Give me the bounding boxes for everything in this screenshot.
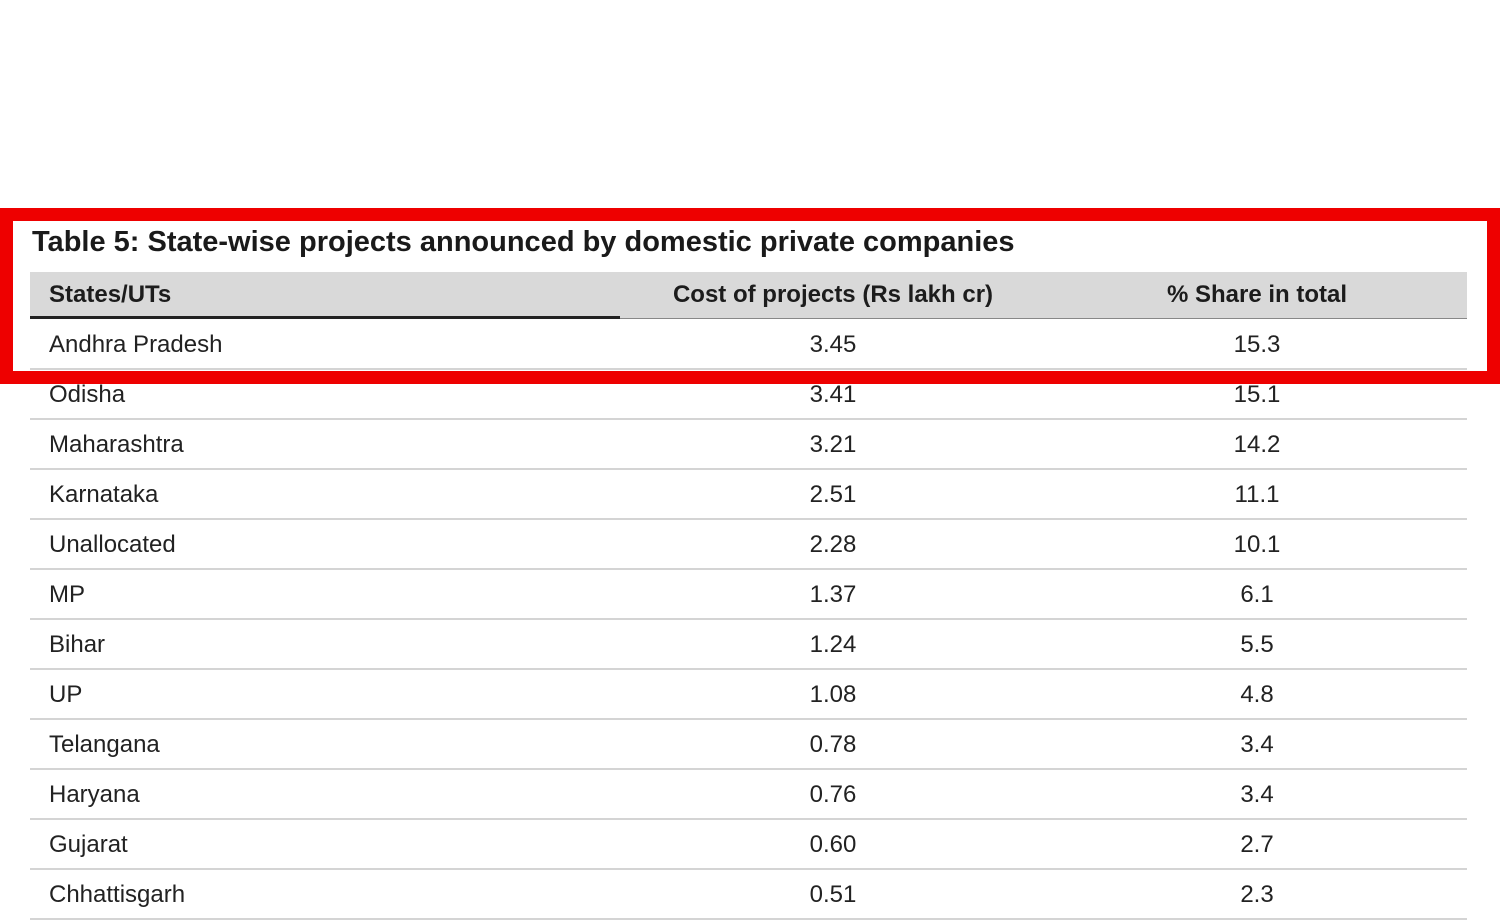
table-cell: 2.3 <box>1240 881 1274 908</box>
table-cell: Odisha <box>49 381 126 408</box>
table-row: Odisha 3.41 15.1 <box>30 370 1467 420</box>
header-cell: % Share in total <box>1166 281 1348 308</box>
highlight-box <box>0 208 1500 384</box>
table-cell: Telangana <box>49 731 160 758</box>
table-cell: 10.1 <box>1233 531 1281 558</box>
header-cell: States/UTs <box>49 281 172 308</box>
table-cell: 0.51 <box>809 881 857 908</box>
header-rule <box>30 316 620 319</box>
table-cell: 3.21 <box>809 431 857 458</box>
header-cell: Cost of projects (Rs lakh cr) <box>672 281 994 308</box>
header-row: States/UTs Cost of projects (Rs lakh cr)… <box>30 272 1467 319</box>
table-row: Haryana 0.76 3.4 <box>30 770 1467 820</box>
table-row: Chhattisgarh 0.51 2.3 <box>30 870 1467 920</box>
table-cell: UP <box>49 681 83 708</box>
table-title: Table 5: State-wise projects announced b… <box>32 226 1015 258</box>
table-cell: Unallocated <box>49 531 176 558</box>
table-cell: 6.1 <box>1240 581 1274 608</box>
table-cell: 3.4 <box>1240 781 1274 808</box>
table-cell: 1.24 <box>809 631 857 658</box>
table-row: Karnataka 2.51 11.1 <box>30 470 1467 520</box>
table-cell: 1.37 <box>809 581 857 608</box>
page: Table 5: State-wise projects announced b… <box>0 208 1500 920</box>
table-cell: Bihar <box>49 631 106 658</box>
table-cell: 3.45 <box>809 331 857 358</box>
table-cell: 2.28 <box>809 531 857 558</box>
table-row: Andhra Pradesh 3.45 15.3 <box>30 320 1467 370</box>
table-row: MP 1.37 6.1 <box>30 570 1467 620</box>
table-row: Maharashtra 3.21 14.2 <box>30 420 1467 470</box>
table-cell: 4.8 <box>1240 681 1274 708</box>
table-cell: 0.76 <box>809 781 857 808</box>
table-cell: 5.5 <box>1240 631 1274 658</box>
table-cell: Maharashtra <box>49 431 184 458</box>
table-cell: 0.78 <box>809 731 857 758</box>
table-cell: 3.41 <box>809 381 857 408</box>
table-cell: 15.3 <box>1233 331 1281 358</box>
table-cell: 15.1 <box>1233 381 1281 408</box>
table-row: Unallocated 2.28 10.1 <box>30 520 1467 570</box>
table-cell: Haryana <box>49 781 140 808</box>
table-row: UP 1.08 4.8 <box>30 670 1467 720</box>
table-cell: 1.08 <box>809 681 857 708</box>
table-row: Gujarat 0.60 2.7 <box>30 820 1467 870</box>
table-cell: Chhattisgarh <box>49 881 186 908</box>
table-cell: MP <box>49 581 85 608</box>
table-cell: 2.7 <box>1240 831 1274 858</box>
table-cell: Andhra Pradesh <box>49 331 223 358</box>
table-cell: 11.1 <box>1234 481 1280 508</box>
table-row: Telangana 0.78 3.4 <box>30 720 1467 770</box>
table-cell: 0.60 <box>809 831 857 858</box>
table-cell: 14.2 <box>1233 431 1281 458</box>
table-row: Bihar 1.24 5.5 <box>30 620 1467 670</box>
table-cell: Gujarat <box>49 831 128 858</box>
table-cell: 2.51 <box>809 481 857 508</box>
table-cell: 3.4 <box>1240 731 1274 758</box>
table-cell: Karnataka <box>49 481 159 508</box>
